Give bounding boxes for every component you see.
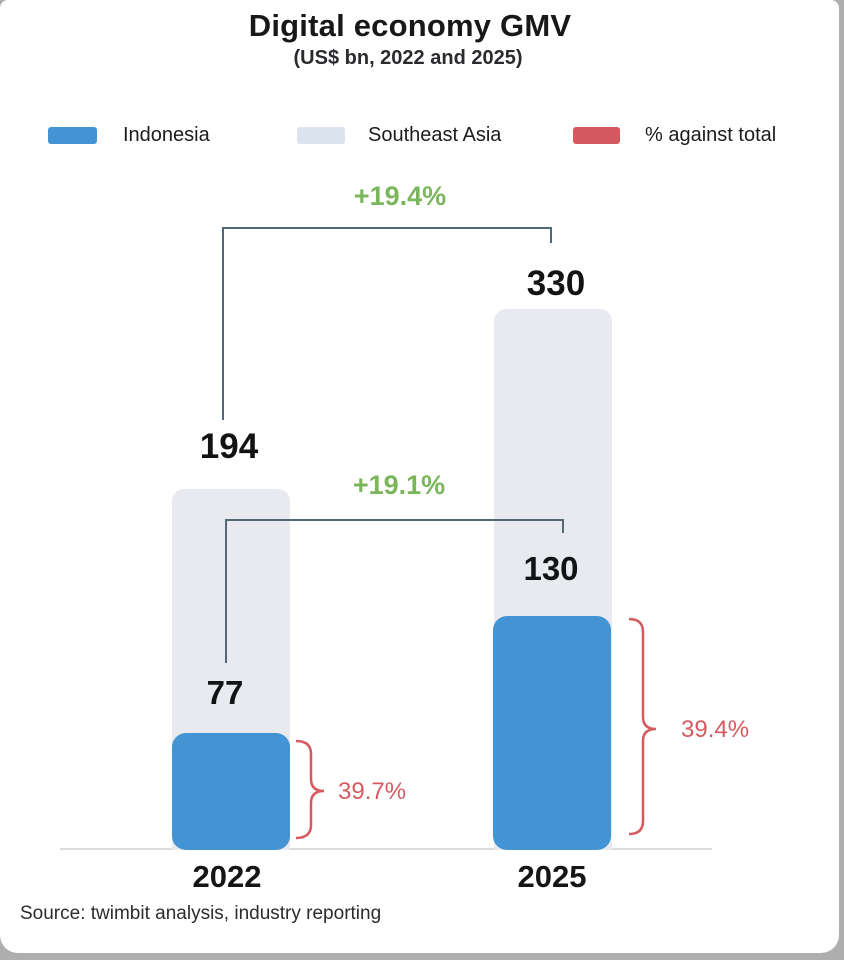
x-axis-baseline (60, 848, 712, 850)
legend-label-southeast-asia: Southeast Asia (368, 124, 502, 146)
source-note: Source: twimbit analysis, industry repor… (20, 903, 382, 924)
value-southeast-asia-2022: 194 (199, 427, 259, 466)
legend-swatch-indonesia (48, 127, 97, 144)
share-brace-2025 (628, 617, 657, 836)
legend-label-pct-against-total: % against total (645, 124, 777, 146)
share-label-2022: 39.7% (338, 778, 407, 805)
share-brace-2022 (295, 739, 325, 840)
chart-title: Digital economy GMV (248, 8, 572, 43)
x-tick-2025: 2025 (517, 859, 587, 894)
growth-label-southeast-asia: +19.4% (353, 181, 447, 211)
share-label-2025: 39.4% (681, 716, 750, 743)
bar-indonesia-2022 (172, 733, 290, 850)
value-southeast-asia-2025: 330 (526, 264, 586, 303)
value-indonesia-2022: 77 (206, 674, 244, 711)
value-indonesia-2025: 130 (523, 550, 579, 587)
growth-label-indonesia: +19.1% (352, 470, 446, 500)
legend-swatch-pct-against-total (573, 127, 620, 144)
x-tick-2022: 2022 (192, 859, 262, 894)
bar-indonesia-2025 (493, 616, 611, 850)
chart-subtitle: (US$ bn, 2022 and 2025) (293, 47, 523, 69)
legend-label-indonesia: Indonesia (123, 124, 210, 146)
legend-swatch-southeast-asia (297, 127, 345, 144)
